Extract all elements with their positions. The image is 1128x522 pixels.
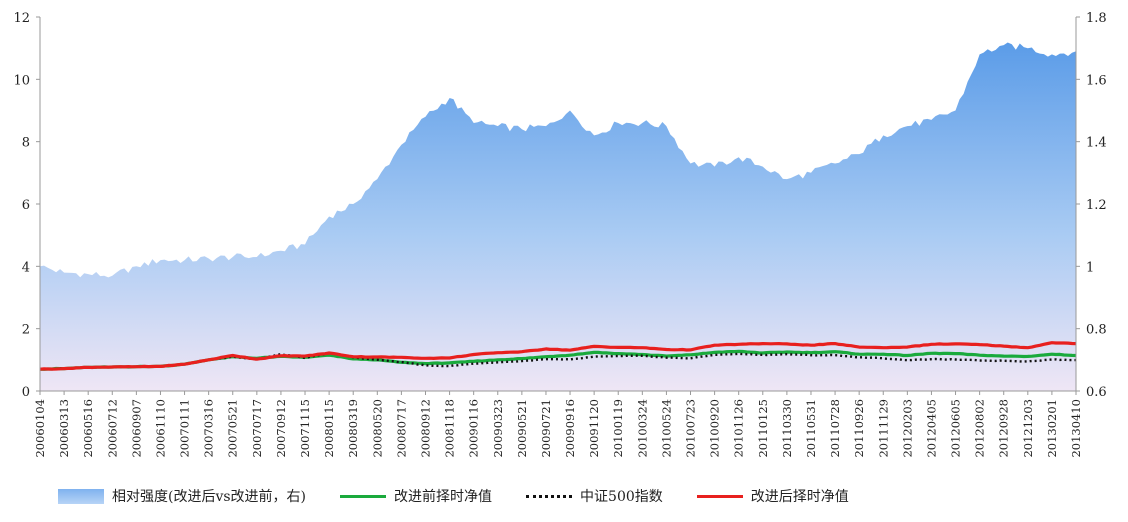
chart: 0 2 4 6 8 10 12 0.6 0.8 1 1.2 1.4 1.6 1.8 20060104 2006… [13, 11, 1106, 458]
legend: 相对强度(改进后vs改进前，右) 改进前择时净值 中证500指数 改进后择时净值 [58, 482, 1118, 510]
x-tick-label: 20090323 [491, 399, 505, 458]
y-tick-label: 12 [13, 11, 30, 26]
y2-tick-label: 1.6 [1086, 73, 1107, 88]
x-tick-label: 20100324 [635, 399, 649, 458]
y2-tick-label: 1.2 [1086, 198, 1107, 213]
x-tick-label: 20070316 [202, 399, 216, 458]
x-tick-label: 20090116 [467, 399, 481, 458]
legend-swatch-dotted-line [526, 494, 573, 498]
x-tick-label: 20110531 [804, 399, 818, 458]
x-tick-label: 20070111 [178, 399, 192, 458]
x-tick-label: 20110728 [828, 399, 842, 458]
legend-label: 中证500指数 [580, 489, 663, 505]
x-tick-label: 20100723 [684, 399, 698, 458]
legend-swatch-red-line [696, 494, 743, 498]
x-tick-label: 20120928 [997, 399, 1011, 458]
x-tick-label: 20130201 [1045, 399, 1059, 458]
axes: 0 2 4 6 8 10 12 0.6 0.8 1 1.2 1.4 1.6 1.8 20060104 2006… [13, 11, 1106, 458]
legend-label: 改进前择时净值 [394, 489, 493, 505]
x-tick-label: 20080115 [322, 399, 336, 458]
y2-tick-label: 0.8 [1086, 323, 1107, 338]
y-tick-label: 4 [22, 260, 30, 275]
y-tick-label: 6 [22, 198, 30, 213]
y2-tick-label: 1.4 [1086, 136, 1107, 151]
x-tick-label: 20060712 [105, 399, 119, 458]
y-tick-label: 0 [22, 385, 30, 400]
x-tick-label: 20100119 [611, 399, 625, 458]
x-tick-label: 20110926 [852, 399, 866, 458]
x-tick-label: 20061110 [153, 399, 167, 458]
x-tick-label: 20110125 [756, 399, 770, 458]
x-tick-label: 20101126 [732, 399, 746, 458]
x-tick-label: 20070912 [274, 399, 288, 458]
y2-tick-label: 0.6 [1086, 385, 1107, 400]
x-tick-label: 20120605 [949, 399, 963, 458]
legend-swatch-area [58, 488, 104, 504]
legend-item-relative-strength: 相对强度(改进后vs改进前，右) [58, 486, 306, 506]
x-tick-label: 20130410 [1069, 399, 1083, 458]
x-tick-label: 20060104 [33, 399, 47, 458]
y-tick-label: 8 [22, 136, 30, 151]
y2-tick-label: 1.8 [1086, 11, 1107, 26]
x-tick-label: 20070521 [226, 399, 240, 458]
x-tick-label: 20090916 [563, 399, 577, 458]
legend-label: 改进后择时净值 [750, 489, 849, 505]
x-tick-label: 20080717 [394, 399, 408, 458]
plot-area [39, 42, 1077, 391]
legend-item-after: 改进后择时净值 [696, 486, 849, 506]
series-area-relative-strength [40, 42, 1076, 391]
y-tick-label: 2 [22, 323, 30, 338]
x-tick-label: 20060516 [81, 399, 95, 458]
x-tick-label: 20080319 [346, 399, 360, 458]
series-line-3 [39, 341, 1077, 371]
legend-label: 相对强度(改进后vs改进前，右) [112, 489, 307, 505]
x-tick-label: 20080912 [418, 399, 432, 458]
legend-item-csi500: 中证500指数 [526, 486, 663, 506]
x-tick-label: 20091120 [587, 399, 601, 458]
x-tick-label: 20121203 [1021, 399, 1035, 458]
x-tick-label: 20120203 [900, 399, 914, 458]
x-tick-label: 20120802 [973, 399, 987, 458]
x-tick-label: 20100920 [708, 399, 722, 458]
x-tick-label: 20100524 [659, 399, 673, 458]
x-tick-label: 20060313 [57, 399, 71, 458]
legend-swatch-green-line [340, 494, 387, 498]
x-tick-label: 20090521 [515, 399, 529, 458]
x-tick-label: 20110330 [780, 399, 794, 458]
x-tick-label: 20060907 [129, 399, 143, 458]
y-tick-label: 10 [13, 73, 30, 88]
x-tick-label: 20071115 [298, 399, 312, 458]
x-tick-label: 20081118 [443, 399, 457, 458]
x-tick-label: 20111129 [876, 399, 890, 458]
y2-tick-label: 1 [1086, 260, 1094, 275]
legend-item-before: 改进前择时净值 [340, 486, 492, 506]
x-tick-label: 20070717 [250, 399, 264, 458]
x-tick-label: 20120405 [924, 399, 938, 458]
x-tick-label: 20080520 [370, 399, 384, 458]
x-tick-label: 20090721 [539, 399, 553, 458]
